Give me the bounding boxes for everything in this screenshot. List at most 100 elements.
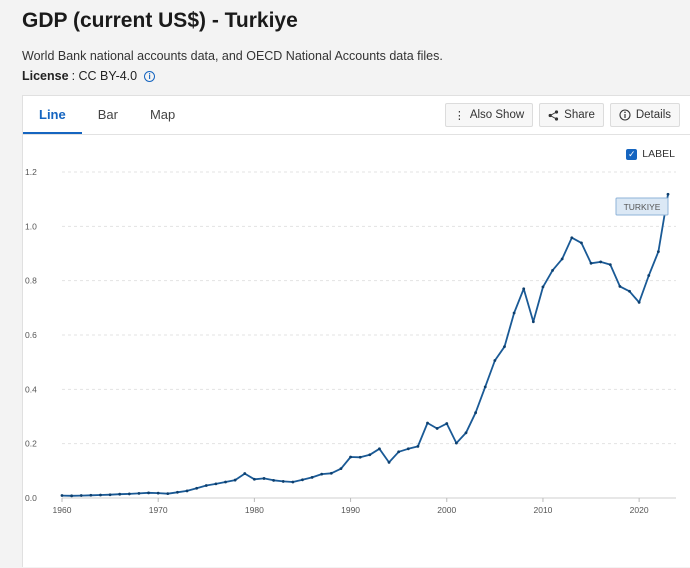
share-icon	[548, 109, 559, 121]
tab-bar[interactable]: Bar	[97, 107, 118, 122]
data-point	[281, 480, 285, 483]
details-label: Details	[635, 109, 671, 121]
data-point	[127, 492, 131, 496]
data-point	[195, 486, 199, 490]
license-label: License	[22, 69, 69, 83]
data-point	[599, 260, 603, 264]
series-line	[61, 194, 669, 497]
data-point	[435, 427, 439, 430]
data-point	[358, 455, 362, 459]
view-tabs: Line Bar Map	[23, 96, 191, 134]
data-point	[368, 453, 372, 457]
license-value: : CC BY-4.0	[71, 69, 138, 83]
data-point	[454, 441, 458, 445]
label-toggle-text: LABEL	[642, 148, 675, 160]
data-point	[301, 478, 304, 482]
data-point	[291, 480, 295, 484]
data-point	[512, 311, 516, 315]
line-chart: 0.0 0.2 0.4 0.6 0.8 1.0 1.2 1960 1970 1980 1990 200…	[25, 167, 676, 515]
data-point	[60, 494, 64, 497]
data-point	[406, 447, 410, 451]
data-point	[204, 484, 208, 487]
data-point	[349, 455, 352, 459]
data-point	[339, 467, 343, 471]
data-point	[378, 447, 381, 451]
data-point	[445, 422, 449, 425]
label-toggle[interactable]: ✓ LABEL	[626, 148, 675, 160]
tab-map[interactable]: Map	[149, 107, 176, 122]
data-point	[551, 268, 554, 272]
data-point	[580, 241, 583, 245]
chart-panel: Line Bar Map ⋮ Also Show Share De	[22, 95, 690, 567]
x-tick-label: 2010	[533, 505, 552, 515]
data-point	[252, 477, 256, 481]
data-point	[560, 257, 564, 261]
data-point	[656, 250, 660, 253]
data-point	[99, 493, 102, 497]
tab-line[interactable]: Line	[23, 96, 82, 134]
data-point	[243, 472, 247, 475]
data-point	[108, 493, 112, 497]
data-point	[474, 411, 478, 415]
data-point	[272, 478, 276, 482]
data-point	[503, 345, 506, 349]
data-point	[647, 274, 651, 277]
data-point	[185, 489, 189, 493]
y-tick-label: 0.0	[25, 493, 37, 503]
data-point	[541, 285, 545, 289]
series-label-box	[615, 197, 669, 216]
data-point	[397, 450, 401, 454]
data-point	[464, 431, 468, 435]
x-tick-label: 1960	[53, 505, 72, 515]
x-tick-label: 2000	[437, 505, 456, 515]
page-title: GDP (current US$) - Turkiye	[22, 9, 298, 32]
data-point	[70, 494, 74, 498]
data-point	[608, 263, 612, 267]
data-point	[166, 492, 170, 496]
data-point	[483, 385, 487, 389]
y-tick-label: 0.2	[25, 439, 37, 449]
x-tick-label: 2020	[630, 505, 649, 515]
data-point	[426, 421, 429, 425]
y-tick-label: 1.0	[25, 221, 37, 231]
data-point	[637, 301, 641, 304]
data-point	[522, 287, 526, 291]
chart-toolbar: ⋮ Also Show Share Details	[444, 103, 680, 127]
info-icon[interactable]: i	[144, 70, 156, 82]
license-line: License : CC BY-4.0 i	[22, 69, 156, 83]
data-point	[156, 491, 160, 495]
data-point	[224, 480, 227, 484]
data-point	[329, 471, 333, 475]
data-point	[118, 492, 122, 496]
data-point	[320, 472, 324, 476]
data-point	[531, 320, 535, 324]
data-point	[79, 494, 83, 497]
data-point	[666, 192, 670, 196]
data-point	[147, 491, 150, 495]
series-end-label: TURKIYE	[624, 202, 661, 212]
data-point	[176, 490, 179, 494]
data-point	[310, 475, 314, 479]
share-label: Share	[564, 109, 595, 121]
details-info-icon	[619, 109, 631, 121]
also-show-label: Also Show	[469, 109, 525, 121]
data-point	[570, 236, 574, 240]
data-point	[618, 284, 622, 288]
data-point	[137, 491, 141, 495]
details-button[interactable]: Details	[609, 103, 680, 127]
y-tick-label: 1.2	[25, 167, 37, 177]
more-vertical-icon: ⋮	[453, 109, 465, 122]
data-source-text: World Bank national accounts data, and O…	[22, 49, 443, 63]
data-point	[214, 482, 218, 486]
data-point	[262, 477, 266, 480]
also-show-button[interactable]: ⋮ Also Show	[444, 103, 534, 127]
data-point	[493, 359, 497, 362]
share-button[interactable]: Share	[539, 103, 604, 127]
x-tick-label: 1990	[341, 505, 360, 515]
y-tick-label: 0.8	[25, 276, 37, 286]
label-checkbox[interactable]: ✓	[626, 148, 638, 160]
x-tick-label: 1980	[245, 505, 264, 515]
y-tick-label: 0.4	[25, 384, 37, 394]
data-point	[416, 444, 420, 448]
data-point	[387, 461, 391, 464]
